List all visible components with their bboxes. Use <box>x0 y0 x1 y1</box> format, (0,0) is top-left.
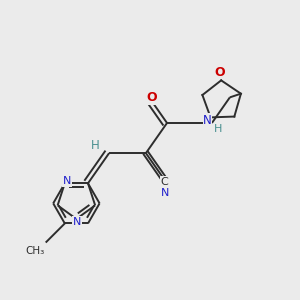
Text: N: N <box>203 113 212 127</box>
Text: CH₃: CH₃ <box>25 246 45 256</box>
Text: O: O <box>214 66 225 79</box>
Text: C: C <box>161 177 169 187</box>
Text: H: H <box>214 124 222 134</box>
Text: O: O <box>146 91 157 104</box>
Text: N: N <box>160 188 169 198</box>
Text: N: N <box>62 176 71 186</box>
Text: H: H <box>91 139 100 152</box>
Text: N: N <box>73 217 81 227</box>
